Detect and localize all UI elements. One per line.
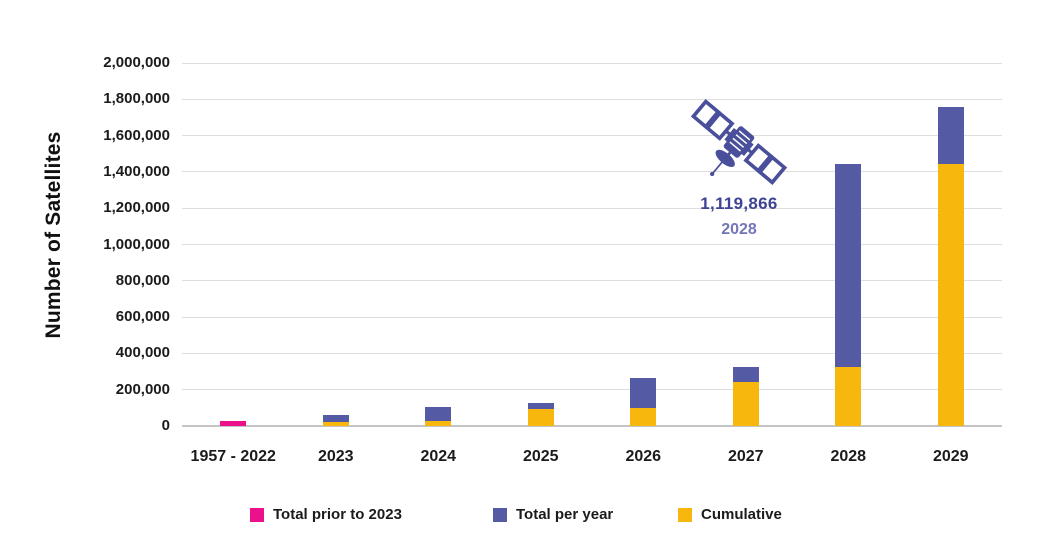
y-tick-label: 600,000 (115, 308, 170, 326)
y-tick-label: 1,800,000 (103, 90, 170, 108)
annotation-value: 1,119,866 (700, 194, 778, 213)
bar-segment-total-per-year (732, 367, 759, 382)
x-axis-line (182, 425, 1002, 427)
bar-segment-total-per-year (937, 107, 964, 164)
bar-segment-cumulative (527, 408, 554, 426)
plot-area: 1957 - 2022 2023 2024 2025 2026 2027 2028 2029 (182, 62, 1002, 465)
x-tick-label: 2027 (727, 448, 764, 465)
legend-swatch-purple (493, 507, 507, 522)
bar-segment-cumulative (835, 367, 862, 426)
bar-segment-total-per-year (630, 377, 657, 408)
gridline (182, 207, 1002, 209)
x-tick-label: 2024 (420, 448, 457, 465)
x-tick-label: 1957 - 2022 (190, 448, 276, 465)
bar-segment-cumulative (630, 407, 657, 426)
x-tick-label: 2028 (830, 448, 867, 465)
legend-label: Cumulative (701, 506, 782, 523)
bar-segment-cumulative (732, 381, 759, 426)
legend-item-total-prior-to-2023: Total prior to 2023 (250, 506, 402, 523)
gridline (182, 135, 1002, 137)
y-tick-label: 1,200,000 (103, 199, 170, 217)
gridline (182, 389, 1002, 391)
legend-item-cumulative: Cumulative (678, 506, 782, 523)
y-tick-label: 0 (161, 417, 170, 434)
gridline (182, 62, 1002, 64)
bar-segment-total-per-year (322, 415, 349, 423)
annotation-2028: 1,119,866 2028 (683, 97, 795, 239)
y-tick-label: 200,000 (115, 380, 170, 398)
gridline (182, 280, 1002, 282)
y-axis-labels: 0 200,000 400,000 600,000 800,000 1,000,000 1,… (0, 54, 170, 434)
satellite-icon (690, 98, 788, 186)
y-tick-label: 2,000,000 (103, 54, 170, 71)
bar-segment-total-per-year (835, 163, 862, 368)
y-tick-label: 1,400,000 (103, 162, 170, 180)
gridline (182, 98, 1002, 100)
y-tick-label: 800,000 (115, 271, 170, 289)
bar-segment-cumulative (937, 163, 964, 426)
x-tick-label: 2026 (625, 448, 662, 465)
legend-item-total-per-year: Total per year (493, 506, 613, 523)
x-tick-label: 2029 (932, 448, 969, 465)
bar-segment-cumulative (425, 420, 452, 426)
y-tick-label: 400,000 (115, 344, 170, 362)
bar-segment-total-per-year (527, 403, 554, 409)
gridline (182, 352, 1002, 354)
bar-segment-total-prior-to-2023 (220, 421, 247, 426)
annotation-year: 2028 (721, 221, 757, 238)
x-tick-label: 2025 (522, 448, 559, 465)
bar-segment-cumulative (322, 422, 349, 426)
legend-swatch-yellow (678, 507, 692, 522)
y-tick-label: 1,600,000 (103, 126, 170, 144)
gridline (182, 316, 1002, 318)
x-tick-label: 2023 (317, 448, 354, 465)
gridline (182, 244, 1002, 245)
bar-segment-total-per-year (425, 406, 452, 421)
legend-label: Total prior to 2023 (273, 506, 402, 523)
legend-label: Total per year (516, 506, 614, 523)
gridline (182, 171, 1002, 173)
legend-swatch-pink (250, 507, 264, 522)
y-tick-label: 1,000,000 (103, 235, 170, 253)
